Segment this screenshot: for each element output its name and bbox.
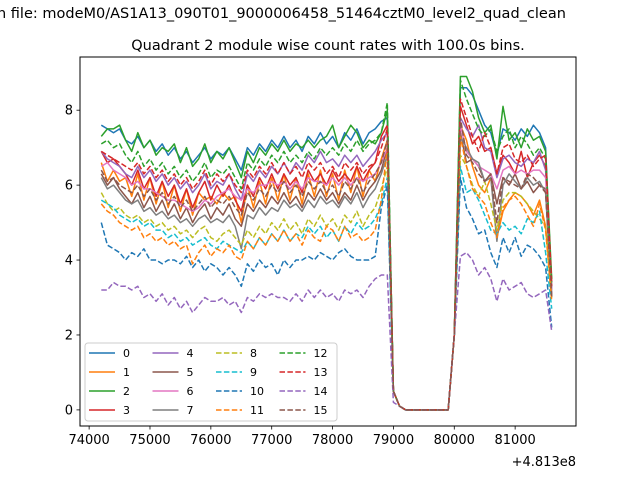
legend-box	[84, 342, 338, 422]
legend-entry-11: 11	[216, 404, 264, 417]
legend-label: 12	[314, 347, 328, 360]
series-line-11	[100, 135, 553, 411]
series-lines	[100, 75, 553, 411]
series-line-2	[100, 75, 553, 411]
x-tick-label: 74000	[68, 433, 109, 448]
series-line-10	[100, 176, 553, 411]
x-tick-label: 80000	[434, 433, 475, 448]
legend-entry-9: 9	[216, 366, 257, 379]
legend-entry-14: 14	[279, 385, 328, 398]
y-axis: 0 2 4 6 8	[65, 104, 80, 418]
y-tick-label: 4	[65, 254, 73, 269]
series-line-6	[100, 124, 553, 411]
legend-entry-8: 8	[216, 347, 257, 360]
x-tick-label: 77000	[251, 433, 292, 448]
x-tick-label: 81000	[494, 433, 535, 448]
legend-entry-0: 0	[89, 347, 130, 360]
legend-label: 2	[123, 385, 130, 398]
y-tick-label: 2	[65, 328, 73, 343]
legend-label: 11	[250, 404, 264, 417]
legend-label: 0	[123, 347, 130, 360]
series-line-7	[100, 135, 553, 411]
y-tick-label: 0	[65, 403, 73, 418]
series-line-1	[100, 124, 553, 411]
legend-label: 5	[187, 366, 194, 379]
chart-title: Quadrant 2 module wise count rates with …	[131, 38, 525, 54]
legend-entry-1: 1	[89, 366, 130, 379]
legend-entry-7: 7	[152, 404, 194, 417]
x-tick-label: 79000	[373, 433, 414, 448]
legend-label: 8	[250, 347, 257, 360]
legend-label: 10	[250, 385, 264, 398]
series-line-12	[100, 79, 553, 411]
legend-label: 7	[187, 404, 194, 417]
legend-entry-3: 3	[89, 404, 130, 417]
legend-label: 13	[314, 366, 328, 379]
legend-entry-4: 4	[152, 347, 194, 360]
legend-entry-10: 10	[216, 385, 264, 398]
x-offset-label: +4.813e8	[512, 455, 576, 470]
series-line-4	[100, 116, 553, 411]
legend-label: 4	[187, 347, 194, 360]
legend-label: 14	[314, 385, 328, 398]
y-tick-label: 8	[65, 104, 73, 119]
x-tick-label: 78000	[312, 433, 353, 448]
legend-label: 6	[187, 385, 194, 398]
x-tick-label: 75000	[129, 433, 170, 448]
x-axis: 74000 75000 76000 77000 78000 79000 80000 81000	[68, 426, 536, 448]
series-line-14	[101, 251, 553, 411]
legend-entry-5: 5	[152, 366, 194, 379]
plot-frame	[79, 56, 577, 427]
y-tick-label: 6	[65, 179, 73, 194]
legend-entry-12: 12	[279, 347, 328, 360]
legend-entry-13: 13	[279, 366, 328, 379]
series-line-15	[100, 116, 553, 411]
legend-entry-15: 15	[279, 404, 328, 417]
legend-entry-2: 2	[89, 385, 130, 398]
x-tick-label: 76000	[190, 433, 231, 448]
legend-label: 3	[123, 404, 130, 417]
figure-suptitle: n file: modeM0/AS1A13_090T01_9000006458_…	[0, 6, 566, 22]
legend-label: 15	[314, 404, 328, 417]
legend-entry-6: 6	[152, 385, 194, 398]
legend-label: 9	[250, 366, 257, 379]
series-line-9	[100, 165, 553, 411]
legend-label: 1	[123, 366, 130, 379]
